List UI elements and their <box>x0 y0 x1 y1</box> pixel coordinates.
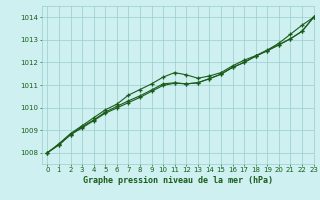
X-axis label: Graphe pression niveau de la mer (hPa): Graphe pression niveau de la mer (hPa) <box>83 176 273 185</box>
